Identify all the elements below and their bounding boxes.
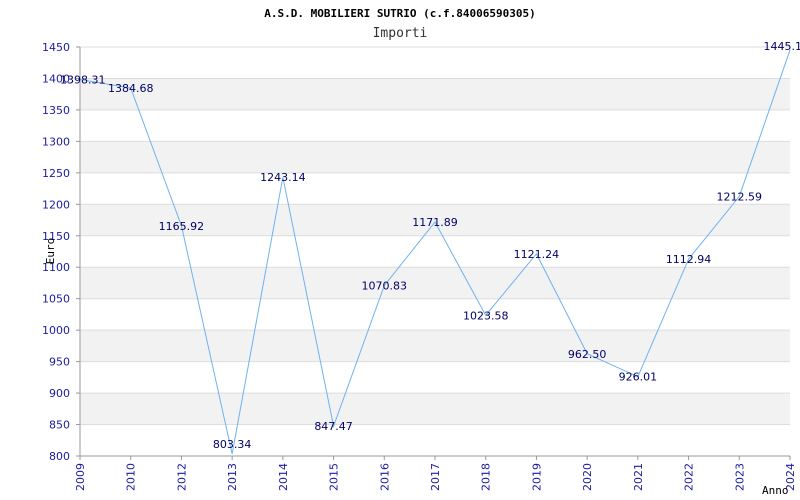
x-axis-label: Anno — [762, 484, 789, 497]
grid-band — [80, 267, 790, 299]
y-tick-labels: 800 850 900 950 1000 1050 1100 1150 1200 1250 1300… — [42, 41, 80, 463]
series-line — [79, 49, 791, 455]
y-tick-label: 1050 — [42, 293, 70, 306]
y-tick-label: 1350 — [42, 104, 70, 117]
x-tick-label: 2018 — [480, 463, 493, 491]
y-axis-label: Euro — [44, 238, 57, 265]
chart-subtitle: Importi — [373, 26, 428, 41]
x-tick-labels: 2009 2010 2012 2013 2014 2015 2016 2017 2018 2019… — [74, 456, 797, 491]
y-tick-label: 1000 — [42, 324, 70, 337]
data-label: 1445.1 — [764, 40, 800, 53]
x-tick-label: 2013 — [226, 463, 239, 491]
grid-band — [80, 330, 790, 362]
x-tick-label: 2019 — [530, 463, 543, 491]
x-tick-label: 2024 — [784, 463, 797, 491]
data-label: 1121.24 — [514, 248, 560, 261]
x-tick-label: 2017 — [429, 463, 442, 491]
grid-band — [80, 204, 790, 236]
gridlines — [80, 46, 790, 457]
x-tick-label: 2021 — [632, 463, 645, 491]
data-label: 1165.92 — [159, 220, 205, 233]
data-label: 803.34 — [213, 438, 252, 451]
plot-background-bands — [80, 78, 790, 425]
data-label: 1023.58 — [463, 309, 509, 322]
y-tick-label: 1250 — [42, 167, 70, 180]
y-tick-label: 800 — [49, 450, 70, 463]
data-label: 926.01 — [619, 371, 658, 384]
y-tick-label: 1450 — [42, 41, 70, 54]
y-tick-label: 950 — [49, 356, 70, 369]
chart-title: A.S.D. MOBILIERI SUTRIO (c.f.84006590305… — [264, 7, 536, 20]
x-tick-label: 2014 — [277, 463, 290, 491]
y-tick-label: 1200 — [42, 198, 70, 211]
data-label: 1112.94 — [666, 253, 712, 266]
y-tick-label: 850 — [49, 419, 70, 432]
y-tick-label: 1100 — [42, 261, 70, 274]
x-tick-label: 2010 — [125, 463, 138, 491]
y-tick-label: 1400 — [42, 72, 70, 85]
data-label: 1070.83 — [362, 280, 408, 293]
y-tick-label: 1150 — [42, 230, 70, 243]
data-label: 1398.31 — [60, 74, 106, 87]
x-tick-label: 2022 — [683, 463, 696, 491]
data-label: 1243.14 — [260, 171, 306, 184]
y-tick-label: 1300 — [42, 135, 70, 148]
grid-band — [80, 78, 790, 110]
grid-band — [80, 393, 790, 425]
data-label: 1384.68 — [108, 82, 154, 95]
grid-band — [80, 141, 790, 173]
x-tick-label: 2012 — [175, 463, 188, 491]
x-tick-label: 2009 — [74, 463, 87, 491]
x-tick-label: 2015 — [328, 463, 341, 491]
x-tick-label: 2016 — [378, 463, 391, 491]
x-tick-label: 2020 — [581, 463, 594, 491]
data-label: 962.50 — [568, 348, 607, 361]
x-tick-label: 2023 — [733, 463, 746, 491]
data-label: 1171.89 — [412, 216, 458, 229]
data-label: 847.47 — [314, 420, 353, 433]
y-tick-label: 900 — [49, 387, 70, 400]
data-label: 1212.59 — [717, 190, 763, 203]
